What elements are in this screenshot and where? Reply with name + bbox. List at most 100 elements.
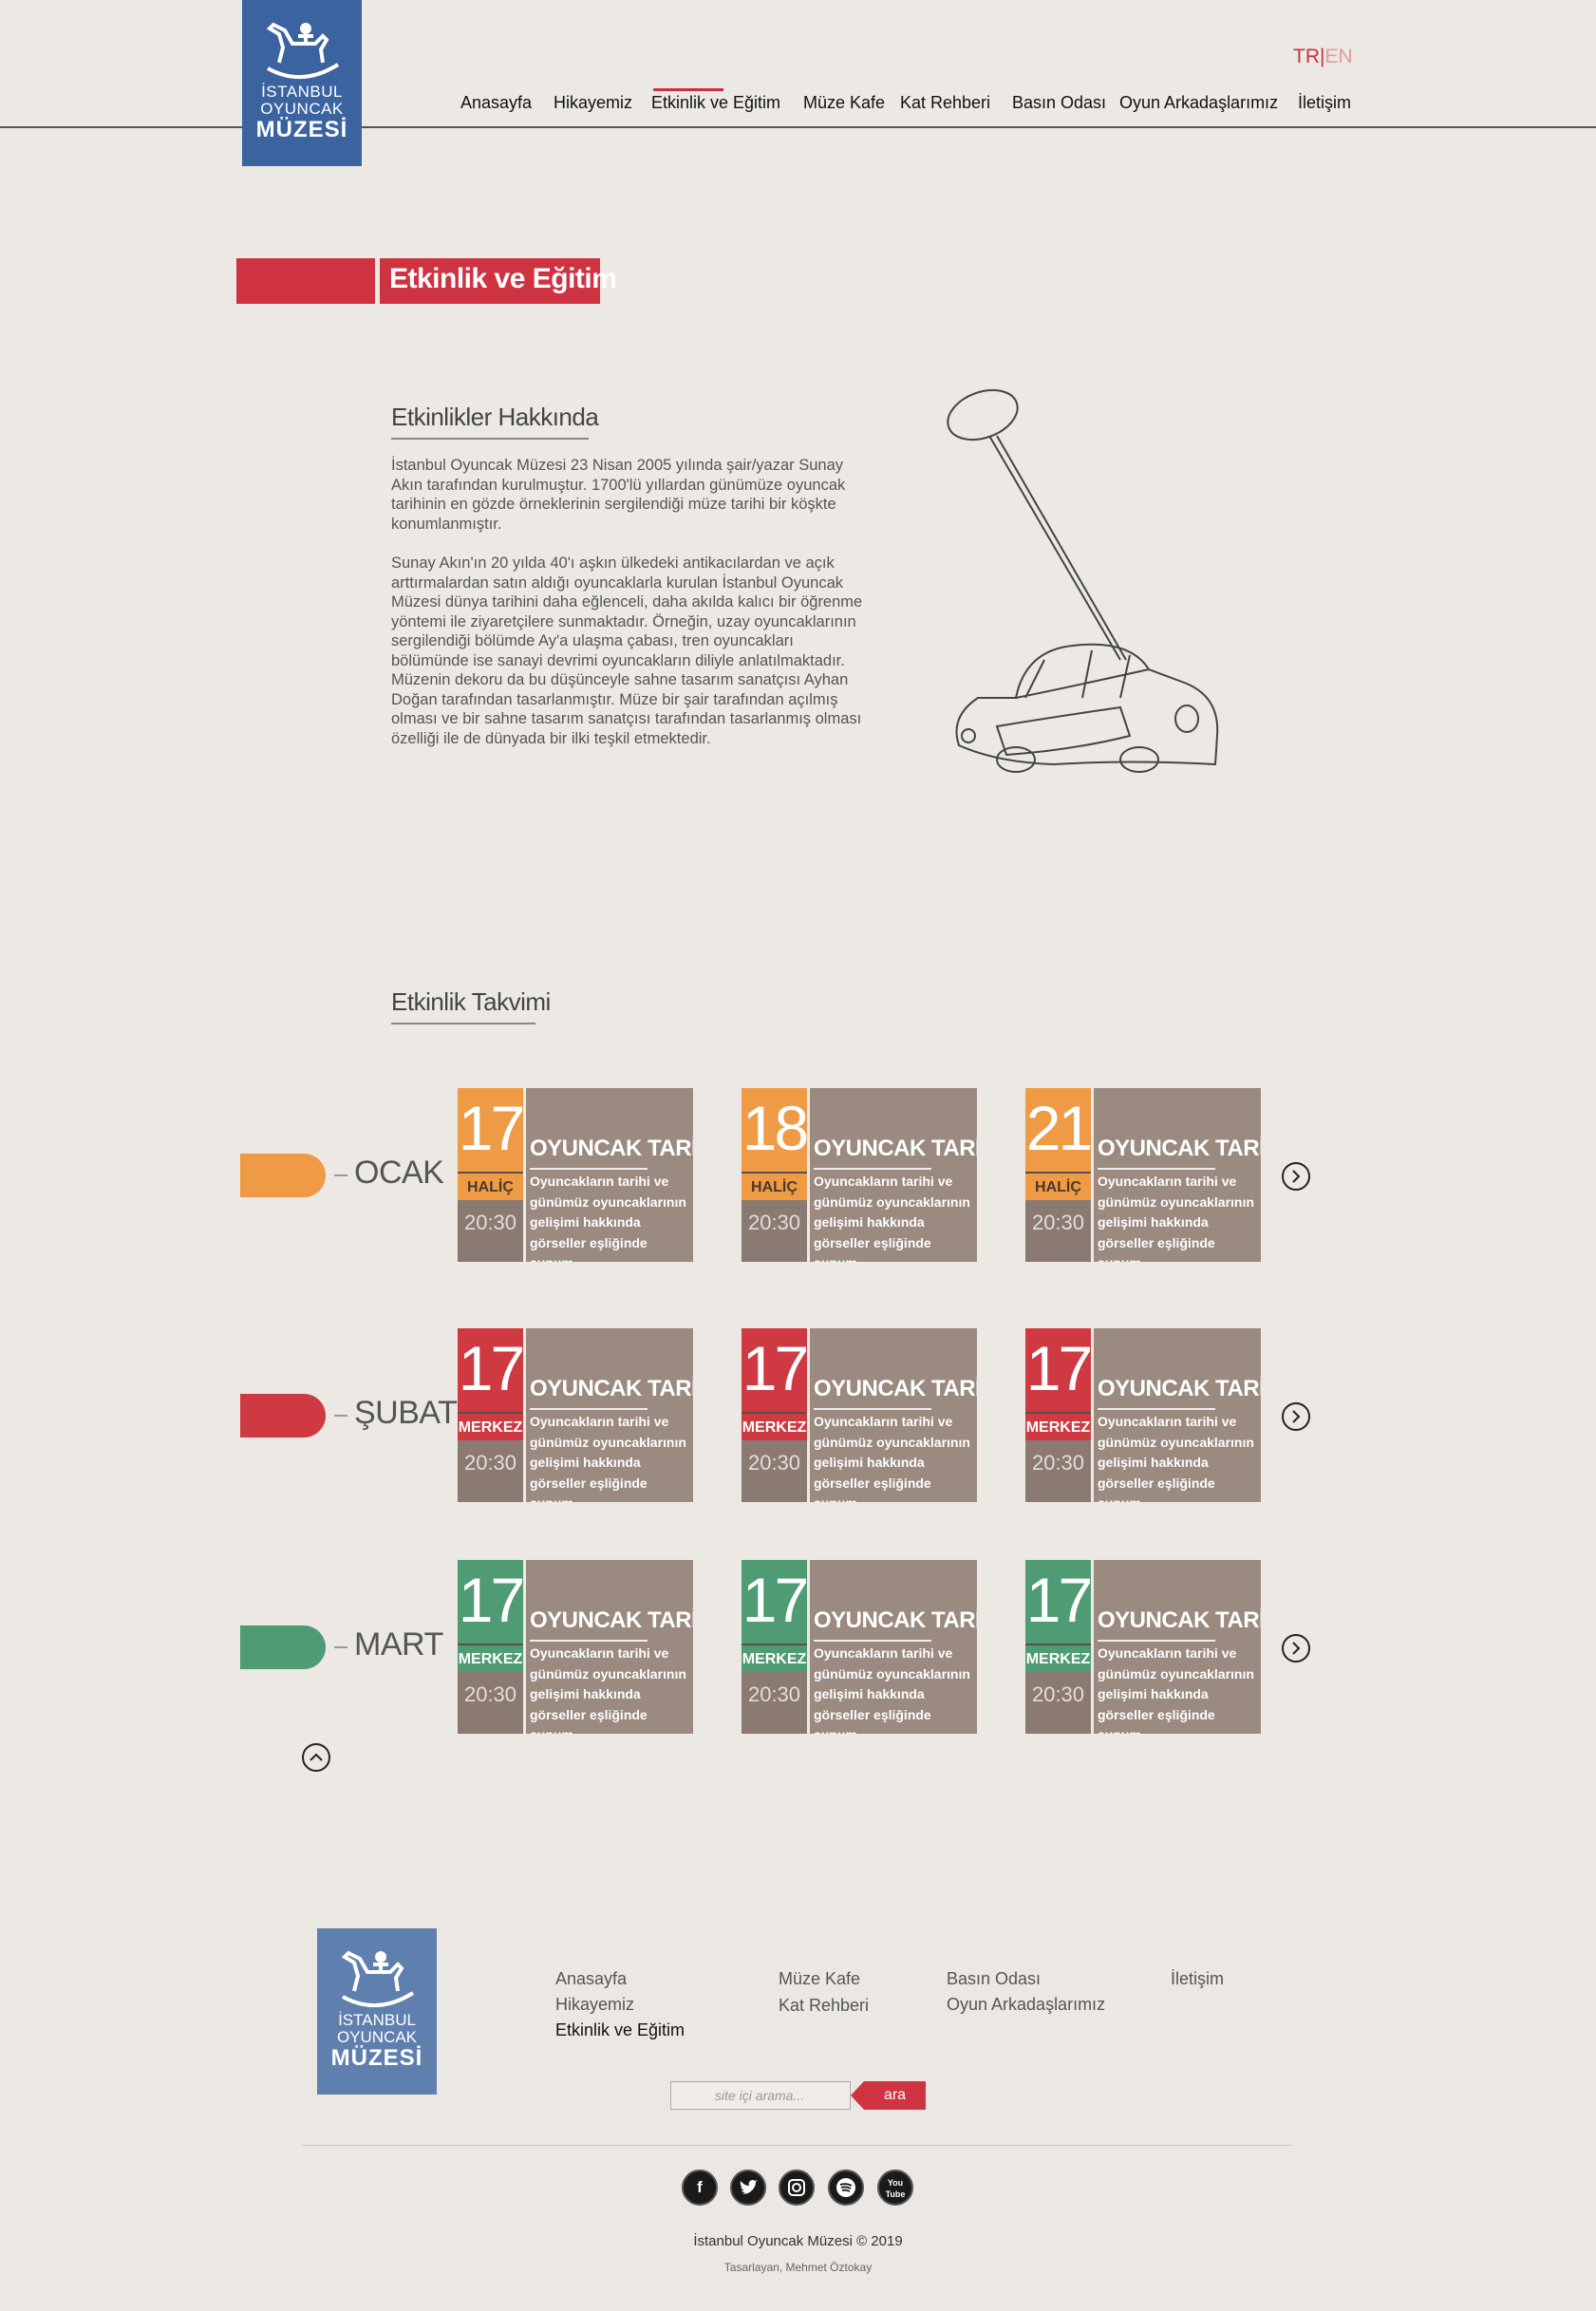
footer-link-basin-odasi[interactable]: Basın Odası — [947, 1969, 1042, 1988]
next-events-button[interactable] — [1282, 1162, 1310, 1191]
footer-link-kat-rehberi[interactable]: Kat Rehberi — [779, 1996, 870, 2015]
about-heading: Etkinlikler Hakkında — [391, 403, 599, 431]
event-title: OYUNCAK TARİHİ — [1098, 1136, 1261, 1161]
event-day: 17 — [742, 1333, 809, 1403]
footer-search-button[interactable]: ara — [864, 2081, 926, 2110]
lang-en[interactable]: EN — [1324, 46, 1353, 67]
event-divider — [1091, 1328, 1094, 1502]
lang-tr[interactable]: TR — [1293, 46, 1320, 67]
event-description: Oyuncakların tarihi ve günümüz oyuncakla… — [1098, 1414, 1254, 1502]
event-location: MERKEZ — [742, 1644, 807, 1672]
spotify-icon[interactable] — [828, 2170, 864, 2206]
event-location: MERKEZ — [458, 1412, 523, 1440]
event-title-underline — [530, 1168, 648, 1170]
event-time: 20:30 — [458, 1440, 523, 1502]
nav-item-muze-kafe[interactable]: Müze Kafe — [803, 93, 886, 112]
event-divider — [807, 1088, 810, 1262]
event-divider — [523, 1328, 526, 1502]
footer-link-oyun-arkadaslarimiz[interactable]: Oyun Arkadaşlarımız — [947, 1995, 1106, 2014]
event-date-box — [458, 1328, 523, 1412]
next-events-button[interactable] — [1282, 1634, 1310, 1663]
event-date-box — [458, 1088, 523, 1172]
footer-link-muze-kafe[interactable]: Müze Kafe — [779, 1969, 861, 1988]
event-description: Oyuncakların tarihi ve günümüz oyuncakla… — [814, 1174, 970, 1262]
logo-line-2: OYUNCAK — [260, 100, 344, 118]
nav-item-basin-odasi[interactable]: Basın Odası — [1012, 93, 1107, 112]
facebook-icon[interactable]: f — [682, 2170, 718, 2206]
nav-item-etkinlik[interactable]: Etkinlik ve Eğitim — [651, 93, 781, 112]
event-time: 20:30 — [742, 1440, 807, 1502]
month-marker — [240, 1625, 326, 1669]
rocking-donkey-icon — [266, 22, 340, 79]
event-day: 18 — [742, 1093, 809, 1163]
event-time: 20:30 — [742, 1200, 807, 1262]
nav-item-iletisim[interactable]: İletişim — [1298, 93, 1352, 112]
nav-item-hikayemiz[interactable]: Hikayemiz — [554, 93, 633, 112]
month-dash — [334, 1415, 347, 1417]
event-date-box — [458, 1560, 523, 1644]
event-day: 17 — [1025, 1333, 1093, 1403]
chevron-up-icon — [310, 1753, 323, 1761]
event-time: 20:30 — [1025, 1200, 1091, 1262]
event-title: OYUNCAK TARİHİ — [814, 1376, 977, 1401]
event-title: OYUNCAK TARİHİ — [1098, 1607, 1261, 1633]
event-time: 20:30 — [742, 1672, 807, 1734]
scroll-up-button[interactable] — [302, 1743, 330, 1772]
event-title-underline — [1098, 1168, 1215, 1170]
nav-item-oyun-arkadaslarimiz[interactable]: Oyun Arkadaşlarımız — [1119, 93, 1279, 112]
nav-active-indicator — [653, 88, 723, 91]
site-logo[interactable]: İSTANBUL OYUNCAK MÜZESİ — [242, 0, 362, 166]
footer-link-iletisim[interactable]: İletişim — [1171, 1969, 1225, 1988]
event-description: Oyuncakların tarihi ve günümüz oyuncakla… — [530, 1174, 686, 1262]
footer-link-hikayemiz[interactable]: Hikayemiz — [555, 1995, 635, 2014]
event-date-box — [742, 1088, 807, 1172]
header-divider — [0, 126, 1596, 128]
title-bar — [380, 258, 600, 304]
nav-item-anasayfa[interactable]: Anasayfa — [460, 93, 533, 112]
rocking-donkey-icon — [341, 1950, 415, 2007]
footer-search-input[interactable]: site içi arama... — [670, 2081, 851, 2110]
event-location: HALİÇ — [458, 1172, 523, 1200]
footer-divider — [302, 2145, 1291, 2146]
event-title-underline — [814, 1640, 931, 1642]
event-location: MERKEZ — [1025, 1644, 1091, 1672]
event-title: OYUNCAK TARİHİ — [530, 1376, 693, 1401]
wire-car-illustration — [947, 388, 1219, 773]
event-title: OYUNCAK TARİHİ — [530, 1136, 693, 1161]
instagram-icon[interactable] — [779, 2170, 815, 2206]
event-day: 17 — [458, 1565, 525, 1635]
nav-item-kat-rehberi[interactable]: Kat Rehberi — [900, 93, 991, 112]
event-divider — [1091, 1560, 1094, 1734]
footer-link-etkinlik[interactable]: Etkinlik ve Eğitim — [555, 2020, 685, 2039]
designer-credit: Tasarlayan, Mehmet Öztokay — [723, 2261, 873, 2274]
title-bar-accent — [236, 258, 375, 304]
event-description: Oyuncakların tarihi ve günümüz oyuncakla… — [814, 1414, 970, 1502]
footer-logo[interactable]: İSTANBUL OYUNCAK MÜZESİ — [317, 1928, 437, 2095]
month-marker — [240, 1154, 326, 1197]
logo-line-1: İSTANBUL — [261, 83, 343, 101]
footer-link-anasayfa[interactable]: Anasayfa — [555, 1969, 628, 1988]
event-day: 17 — [458, 1093, 525, 1163]
event-divider — [807, 1328, 810, 1502]
month-marker — [240, 1394, 326, 1437]
event-title: OYUNCAK TARİHİ — [530, 1607, 693, 1633]
next-events-button[interactable] — [1282, 1402, 1310, 1431]
footer-logo-line-3: MÜZESİ — [330, 2045, 423, 2071]
chevron-right-icon — [1292, 1642, 1301, 1655]
event-description: Oyuncakların tarihi ve günümüz oyuncakla… — [530, 1645, 686, 1734]
event-title-underline — [530, 1640, 648, 1642]
about-paragraph-1: İstanbul Oyuncak Müzesi 23 Nisan 2005 yı… — [391, 457, 846, 533]
twitter-icon[interactable] — [730, 2170, 766, 2206]
month-dash — [334, 1174, 347, 1176]
youtube-icon[interactable]: You Tube — [877, 2170, 913, 2206]
event-divider — [807, 1560, 810, 1734]
